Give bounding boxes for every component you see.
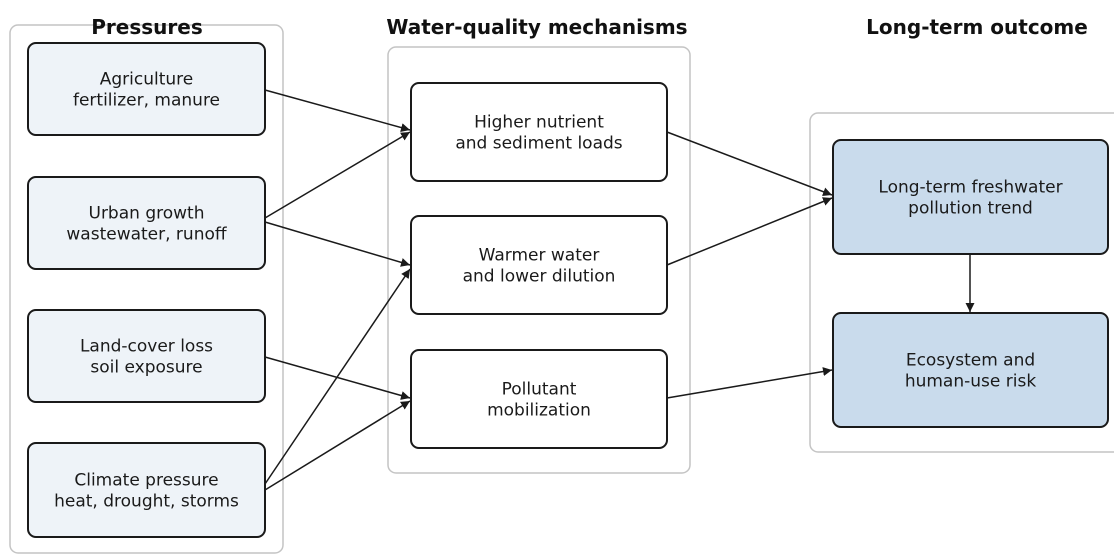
arrow — [666, 367, 833, 399]
arrows — [264, 89, 975, 491]
node-box — [832, 139, 1109, 255]
node-label: Pollutant — [502, 380, 577, 400]
node-box — [27, 42, 266, 136]
column-title: Long-term outcome — [866, 15, 1088, 39]
node-label: heat, drought, storms — [54, 492, 239, 512]
node-label: Long-term freshwater — [878, 178, 1062, 198]
node-label: wastewater, runoff — [66, 225, 227, 245]
node-label: soil exposure — [90, 358, 202, 378]
node-label: Urban growth — [89, 204, 205, 224]
arrow — [264, 131, 411, 219]
node-label: Higher nutrient — [474, 113, 604, 133]
node-label: Warmer water — [479, 246, 600, 266]
node-box — [410, 82, 668, 182]
node-label: fertilizer, manure — [73, 91, 220, 111]
node-box — [27, 442, 266, 538]
node-label: mobilization — [487, 401, 591, 421]
node-label: human-use risk — [905, 372, 1036, 392]
arrow — [666, 131, 833, 196]
node-label: and sediment loads — [455, 134, 622, 154]
node-box — [410, 215, 668, 315]
node-label: and lower dilution — [463, 267, 616, 287]
arrow — [264, 268, 411, 485]
group-box — [9, 24, 284, 554]
node-box — [832, 312, 1109, 428]
arrow — [264, 89, 411, 132]
node-label: Climate pressure — [74, 471, 218, 491]
arrow — [264, 221, 411, 267]
node-label: Agriculture — [100, 70, 194, 90]
node-box — [27, 176, 266, 270]
arrow — [666, 197, 833, 266]
arrow — [264, 400, 411, 491]
node-box — [27, 309, 266, 403]
node-label: pollution trend — [908, 199, 1033, 219]
column-title: Water-quality mechanisms — [386, 15, 687, 39]
column-title: Pressures — [91, 15, 202, 39]
node-box — [410, 349, 668, 449]
node-label: Land-cover loss — [80, 337, 213, 357]
node-label: Ecosystem and — [906, 351, 1035, 371]
